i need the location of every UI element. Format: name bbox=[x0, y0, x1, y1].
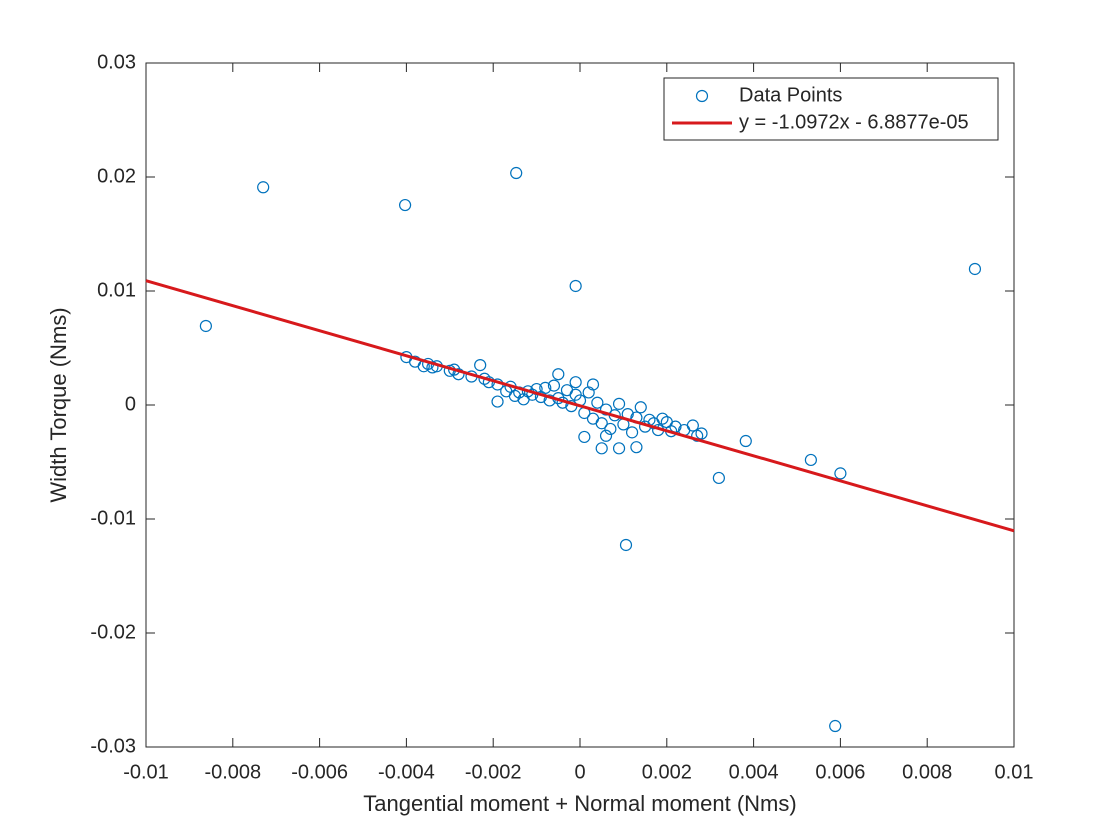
data-point bbox=[591, 396, 604, 409]
legend-label: Data Points bbox=[739, 84, 842, 106]
data-point bbox=[474, 359, 487, 372]
data-point bbox=[695, 427, 708, 440]
x-tick-label: -0.01 bbox=[123, 761, 169, 783]
y-tick-label: 0.02 bbox=[97, 165, 136, 187]
data-point bbox=[686, 419, 699, 432]
data-point bbox=[595, 417, 608, 430]
y-tick-label: 0.03 bbox=[97, 51, 136, 73]
x-axis-label: Tangential moment + Normal moment (Nms) bbox=[363, 791, 796, 816]
x-tick-label: 0.01 bbox=[995, 761, 1034, 783]
data-point bbox=[604, 422, 617, 436]
x-tick-label: -0.006 bbox=[291, 761, 348, 783]
x-tick-label: 0.002 bbox=[642, 761, 692, 783]
y-tick-label: -0.01 bbox=[90, 507, 136, 529]
data-point bbox=[968, 262, 982, 276]
data-point bbox=[539, 381, 552, 394]
legend-box bbox=[663, 77, 999, 141]
x-tick-label: 0.006 bbox=[815, 761, 865, 783]
y-tick-label: 0.01 bbox=[97, 279, 136, 301]
data-point bbox=[739, 434, 752, 448]
data-point bbox=[578, 430, 591, 444]
data-point bbox=[398, 198, 412, 212]
data-point bbox=[612, 442, 626, 455]
x-tick-label: 0.004 bbox=[729, 761, 779, 783]
data-point bbox=[829, 719, 842, 733]
y-tick-label: -0.02 bbox=[90, 621, 136, 643]
data-point bbox=[599, 403, 613, 416]
data-point bbox=[543, 394, 556, 407]
data-point bbox=[619, 538, 633, 552]
data-point bbox=[569, 279, 582, 293]
x-tick-label: 0 bbox=[574, 761, 585, 783]
data-point bbox=[625, 426, 639, 439]
data-point bbox=[452, 368, 465, 381]
data-point bbox=[491, 395, 504, 408]
data-point bbox=[804, 453, 817, 467]
data-point bbox=[508, 389, 522, 402]
data-point bbox=[630, 441, 643, 454]
legend: Data Points y = -1.0972x - 6.8877e-05 bbox=[663, 77, 999, 141]
data-point bbox=[599, 429, 613, 442]
y-tick-label: -0.03 bbox=[90, 735, 136, 757]
data-point bbox=[199, 319, 212, 333]
x-tick-label: 0.008 bbox=[902, 761, 952, 783]
data-point bbox=[712, 471, 725, 485]
data-point bbox=[612, 397, 626, 410]
data-point bbox=[257, 181, 270, 194]
data-point bbox=[595, 442, 608, 455]
data-point bbox=[656, 412, 669, 425]
y-axis-label: Width Torque (Nms) bbox=[46, 307, 71, 502]
legend-marker bbox=[695, 89, 709, 103]
x-tick-label: -0.004 bbox=[378, 761, 435, 783]
data-point bbox=[834, 467, 847, 480]
data-point bbox=[552, 368, 565, 381]
x-tick-label: -0.002 bbox=[465, 761, 522, 783]
data-point bbox=[569, 376, 582, 389]
data-point bbox=[510, 166, 523, 180]
data-point bbox=[586, 378, 600, 391]
data-point bbox=[634, 401, 647, 414]
x-tick-label: -0.008 bbox=[204, 761, 261, 783]
legend-label: y = -1.0972x - 6.8877e-05 bbox=[739, 111, 969, 133]
fit-line bbox=[145, 279, 1015, 533]
data-point bbox=[547, 379, 561, 392]
y-tick-label: 0 bbox=[125, 393, 136, 415]
